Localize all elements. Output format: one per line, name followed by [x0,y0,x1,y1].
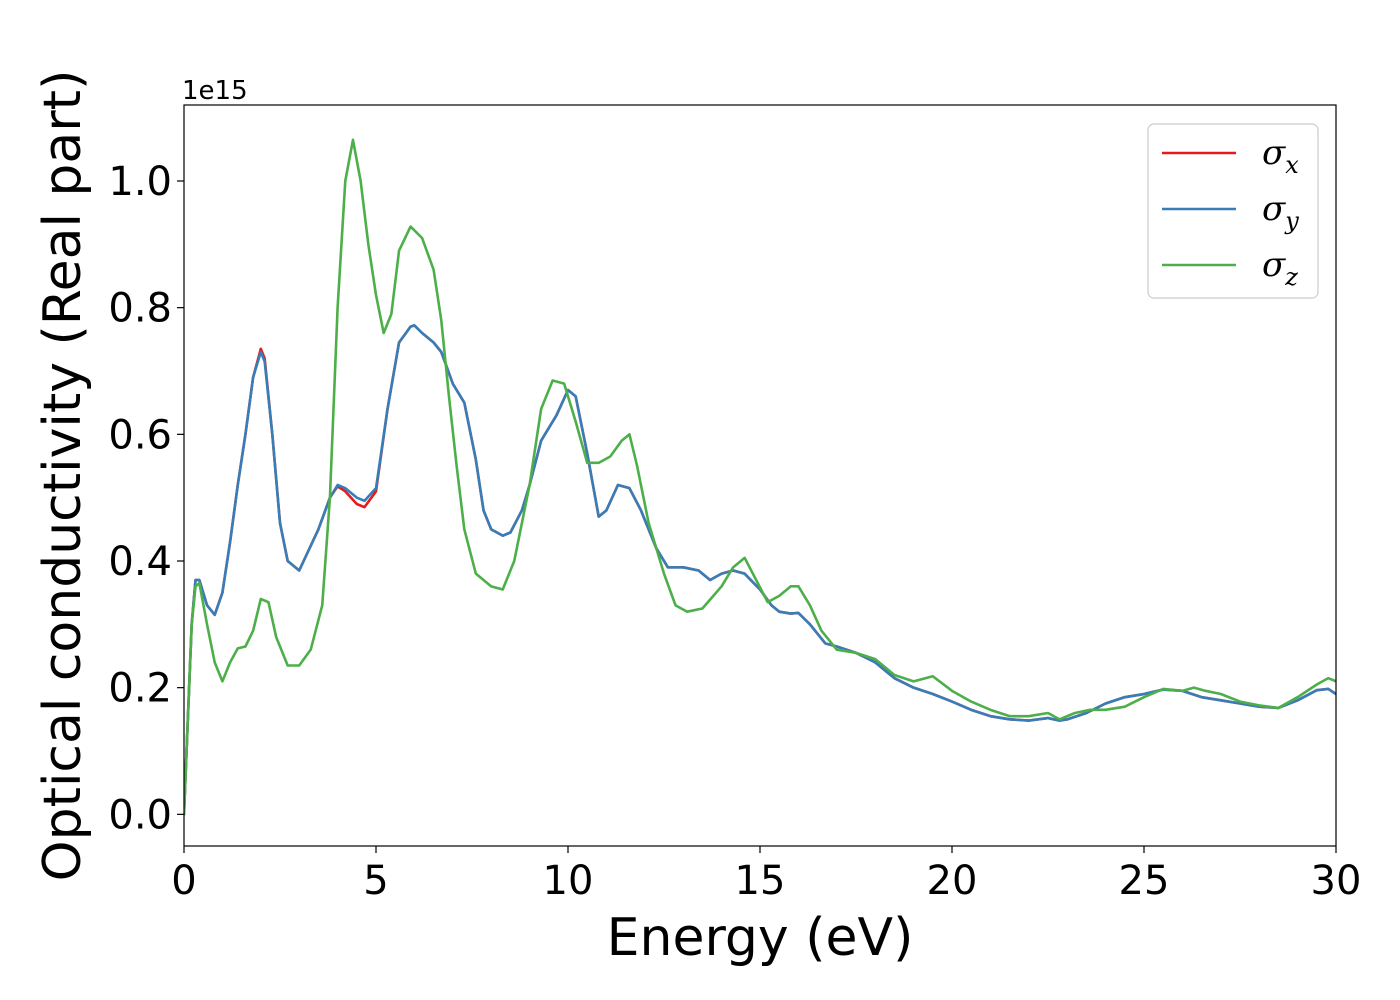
x-axis: 0 5 10 15 20 25 30 [171,846,1361,904]
x-tick-label: 25 [1119,858,1170,904]
x-tick-label: 15 [735,858,786,904]
plot-area [184,138,1336,816]
y-tick-label: 0.0 [108,792,172,838]
y-tick-label: 0.2 [108,666,172,712]
x-tick-label: 10 [543,858,594,904]
x-tick-label: 30 [1311,858,1362,904]
legend-label-y: σy [1262,189,1299,235]
x-tick-label: 20 [927,858,978,904]
legend-label-x: σx [1262,133,1299,179]
y-axis-label: Optical conductivity (Real part) [33,70,93,882]
x-tick-label: 5 [363,858,388,904]
y-offset-label: 1e15 [182,76,248,106]
series-line-z [184,138,1336,816]
x-axis-label: Energy (eV) [607,908,914,968]
y-axis: 0.0 0.2 0.4 0.6 0.8 1.0 [108,159,184,838]
x-tick-label: 0 [171,858,196,904]
y-tick-label: 1.0 [108,159,172,205]
series-line-y [184,324,1336,816]
legend-label-z: σz [1262,245,1298,291]
y-tick-label: 0.8 [108,286,172,332]
y-tick-label: 0.4 [108,539,172,585]
y-tick-label: 0.6 [108,412,172,458]
legend-box [1147,123,1319,299]
legend: σx σy σz [1147,123,1319,299]
plot-frame [183,104,1337,847]
